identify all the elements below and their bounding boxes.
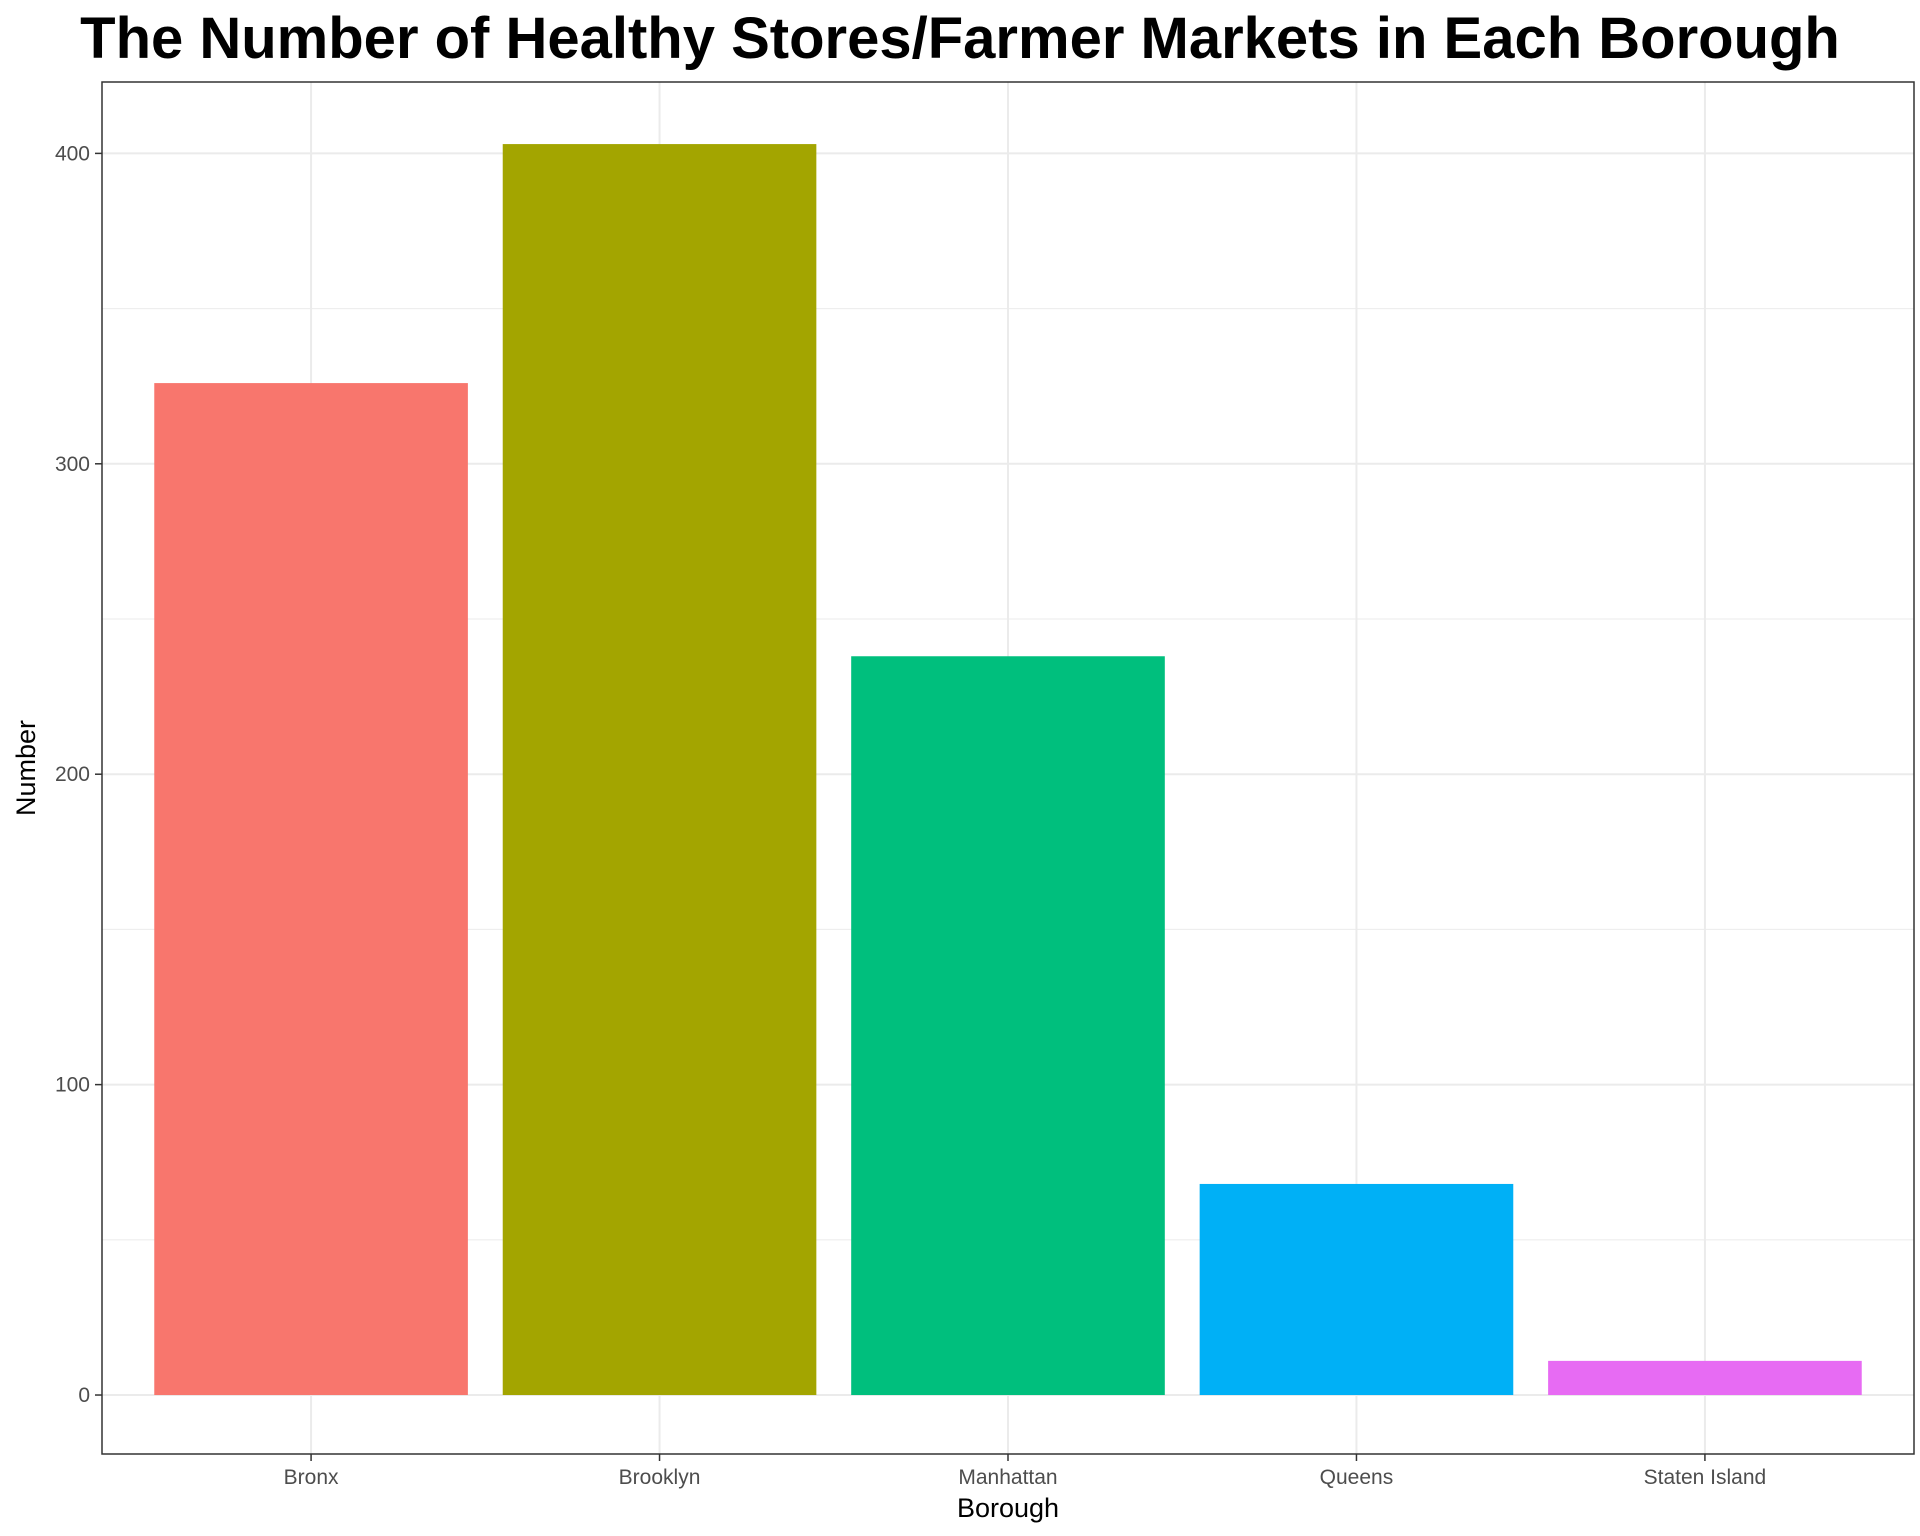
- bar-brooklyn: [502, 144, 817, 1396]
- y-axis: 0 100 200 300 400: [55, 142, 102, 1407]
- bar-queens: [1199, 1183, 1514, 1396]
- y-tick-label: 300: [55, 453, 90, 476]
- y-axis-title: Number: [11, 720, 41, 816]
- bars: [154, 144, 1862, 1396]
- x-tick-label: Bronx: [284, 1466, 339, 1489]
- y-tick-label: 0: [78, 1384, 90, 1407]
- y-tick-label: 400: [55, 142, 90, 165]
- x-tick-label: Brooklyn: [619, 1466, 701, 1489]
- y-tick-label: 200: [55, 763, 90, 786]
- chart-title: The Number of Healthy Stores/Farmer Mark…: [80, 6, 1840, 71]
- y-tick-label: 100: [55, 1074, 90, 1097]
- x-axis-title: Borough: [957, 1493, 1059, 1523]
- x-axis: Bronx Brooklyn Manhattan Queens Staten Islan…: [284, 1454, 1767, 1489]
- x-tick-label: Manhattan: [958, 1466, 1057, 1489]
- bar-staten-island: [1548, 1360, 1862, 1396]
- bar-manhattan: [851, 656, 1165, 1396]
- x-tick-label: Staten Island: [1644, 1466, 1767, 1489]
- x-tick-label: Queens: [1320, 1466, 1394, 1489]
- bar-bronx: [154, 383, 468, 1396]
